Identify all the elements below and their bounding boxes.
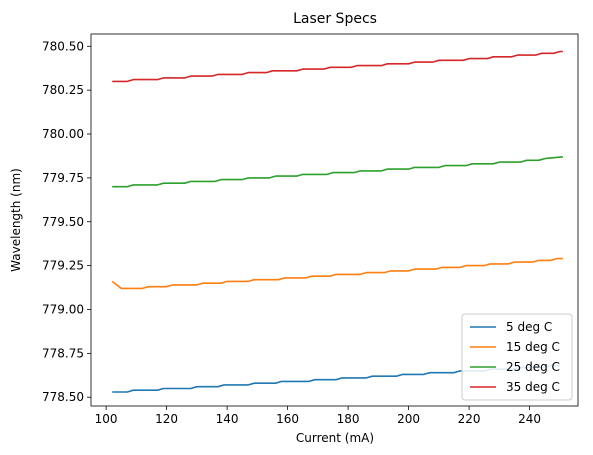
y-tick-label: 779.50 bbox=[42, 215, 84, 229]
y-tick-label: 780.50 bbox=[42, 39, 84, 53]
plot-frame bbox=[90, 33, 579, 407]
x-tick-label: 240 bbox=[518, 412, 541, 426]
legend: 5 deg C 15 deg C 25 deg C 35 deg C bbox=[461, 313, 573, 401]
x-axis-label: Current (mA) bbox=[296, 431, 374, 445]
series-line-3 bbox=[112, 156, 563, 188]
legend-entry: 15 deg C bbox=[506, 340, 560, 354]
legend-box bbox=[461, 313, 573, 401]
y-tick-label: 780.00 bbox=[42, 127, 84, 141]
chart-title: Laser Specs bbox=[293, 11, 377, 27]
x-tick-label: 200 bbox=[397, 412, 420, 426]
y-tick-label: 778.75 bbox=[42, 346, 84, 360]
x-tick-label: 220 bbox=[458, 412, 481, 426]
y-tick-label: 778.50 bbox=[42, 390, 84, 404]
legend-entry: 5 deg C bbox=[506, 320, 552, 334]
x-tick-label: 160 bbox=[276, 412, 299, 426]
x-tick-label: 140 bbox=[216, 412, 239, 426]
x-tick-label: 100 bbox=[95, 412, 118, 426]
legend-entry: 25 deg C bbox=[506, 360, 560, 374]
x-tick-label: 180 bbox=[337, 412, 360, 426]
y-tick-label: 779.75 bbox=[42, 171, 84, 185]
x-tick-label: 120 bbox=[155, 412, 178, 426]
y-tick-label: 779.00 bbox=[42, 302, 84, 316]
series-line-4 bbox=[112, 50, 563, 83]
series-line-2 bbox=[111, 257, 563, 290]
y-axis-ticks: 778.50 778.75 779.00 779.25 779.50 779.75 780.… bbox=[42, 39, 91, 404]
legend-entry: 35 deg C bbox=[506, 380, 560, 394]
y-tick-label: 780.25 bbox=[42, 83, 84, 97]
y-axis-label: Wavelength (nm) bbox=[9, 168, 23, 272]
y-tick-label: 779.25 bbox=[42, 259, 84, 273]
x-axis-ticks: 100 120 140 160 180 200 220 240 bbox=[95, 406, 541, 426]
